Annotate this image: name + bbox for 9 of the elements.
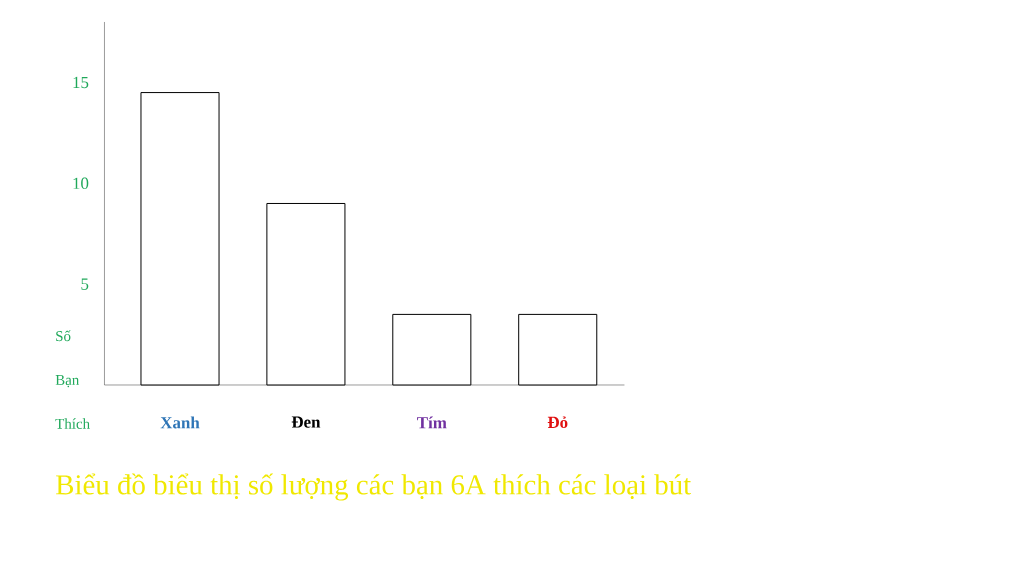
- x-tick-label: Đen: [291, 416, 321, 428]
- text: Biểu đồ biểu thị số lượng các bạn 6A thích các loại bút: [56, 473, 692, 501]
- x-tick-label: Xanh: [160, 416, 200, 429]
- x-tick-label: Tím: [417, 416, 447, 429]
- y-tick-label: 15: [73, 76, 89, 89]
- y-tick-label: 10: [73, 177, 89, 190]
- x-tick-label: Đỏ: [547, 416, 568, 429]
- y-tick-label: 5: [81, 278, 89, 290]
- text: Số Bạn Thích: [55, 330, 90, 429]
